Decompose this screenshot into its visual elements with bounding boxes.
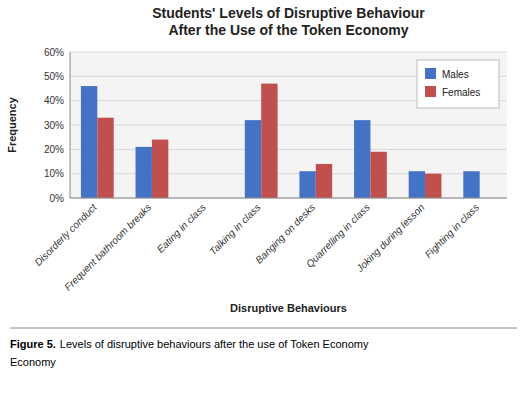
x-tick-label: Fighting in class bbox=[423, 202, 481, 260]
y-tick-label: 60% bbox=[44, 47, 64, 58]
legend-swatch bbox=[425, 86, 436, 97]
legend-label: Females bbox=[442, 87, 480, 98]
y-tick-label: 40% bbox=[44, 95, 64, 106]
bar bbox=[425, 174, 441, 198]
bar bbox=[316, 164, 332, 198]
bar bbox=[245, 120, 261, 198]
x-tick-label: Frequent bathroom breaks bbox=[62, 202, 153, 293]
chart: Students' Levels of Disruptive Behaviour… bbox=[0, 0, 527, 413]
caption-text: Levels of disruptive behaviours after th… bbox=[60, 338, 369, 350]
legend: Males Females bbox=[417, 60, 499, 108]
title-line: Students' Levels of Disruptive Behaviour bbox=[152, 5, 425, 21]
x-tick-label: Talking in class bbox=[207, 202, 262, 257]
x-axis bbox=[70, 198, 507, 199]
plot-area bbox=[70, 52, 507, 198]
title: Students' Levels of Disruptive Behaviour… bbox=[152, 5, 425, 38]
caption-text: Economy bbox=[10, 356, 56, 368]
bar bbox=[261, 84, 277, 198]
bar bbox=[136, 147, 152, 198]
bar bbox=[299, 171, 315, 198]
bar bbox=[152, 140, 168, 198]
separator bbox=[10, 328, 517, 329]
grid-line bbox=[70, 125, 507, 126]
legend-label: Males bbox=[442, 69, 469, 80]
grid-line bbox=[70, 198, 507, 199]
bar bbox=[463, 171, 479, 198]
x-tick-label: Joking during lesson bbox=[354, 201, 427, 274]
y-tick-label: 10% bbox=[44, 168, 64, 179]
title-line: After the Use of the Token Economy bbox=[168, 22, 408, 38]
y-tick-label: 50% bbox=[44, 71, 64, 82]
legend-swatch bbox=[425, 68, 436, 79]
bar bbox=[370, 152, 386, 198]
bar bbox=[354, 120, 370, 198]
bar bbox=[409, 171, 425, 198]
x-axis-label: Disruptive Behaviours bbox=[230, 302, 347, 314]
y-tick-label: 0% bbox=[50, 193, 65, 204]
grid-line bbox=[70, 52, 507, 53]
y-axis-label: Frequency bbox=[6, 96, 18, 153]
x-tick-label: Banging on desks bbox=[253, 202, 317, 266]
y-tick-label: 30% bbox=[44, 120, 64, 131]
x-tick-label: Eating in class bbox=[155, 202, 208, 255]
y-tick-label: 20% bbox=[44, 144, 64, 155]
legend-box bbox=[417, 60, 499, 108]
caption-label: Figure 5. bbox=[10, 338, 56, 350]
bar bbox=[97, 118, 113, 198]
bar bbox=[81, 86, 97, 198]
y-axis bbox=[70, 52, 71, 198]
